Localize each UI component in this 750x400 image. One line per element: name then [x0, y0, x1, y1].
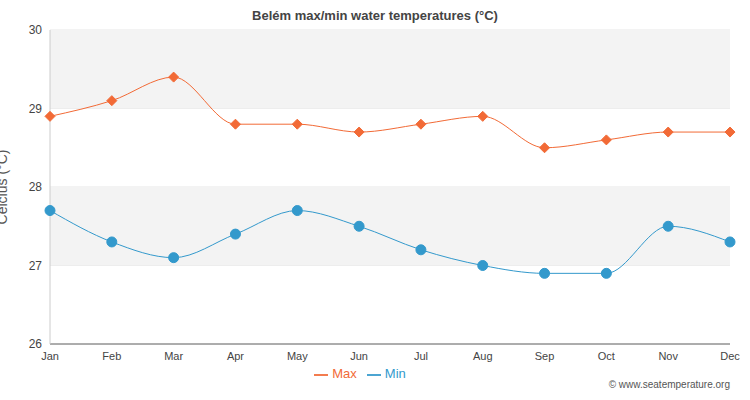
html-text:Belém max/min water temperatur: Belém max/min water temperatures (°C) — [252, 8, 498, 23]
svg-text:Jun: Jun — [350, 350, 368, 362]
svg-text:27: 27 — [29, 259, 43, 273]
html-text:Max: Max — [332, 366, 357, 381]
svg-text:Sep: Sep — [535, 350, 555, 362]
svg-text:Jul: Jul — [414, 350, 428, 362]
svg-text:Celcius (°C): Celcius (°C) — [8, 150, 10, 225]
svg-text:Dec: Dec — [720, 350, 740, 362]
svg-text:Feb: Feb — [102, 350, 121, 362]
html-text:Min: Min — [384, 366, 406, 381]
svg-text:Aug: Aug — [473, 350, 493, 362]
svg-text:Oct: Oct — [598, 350, 615, 362]
svg-text:May: May — [287, 350, 308, 362]
svg-text:26: 26 — [29, 337, 43, 351]
svg-text:29: 29 — [29, 102, 43, 116]
svg-text:Jan: Jan — [41, 350, 59, 362]
svg-text:Mar: Mar — [164, 350, 183, 362]
svg-text:30: 30 — [29, 23, 43, 37]
svg-text:Apr: Apr — [227, 350, 244, 362]
html-text:© www.seatemperature.org: © www.seatemperature.org — [608, 379, 730, 390]
svg-text:Nov: Nov — [658, 350, 678, 362]
svg-text:28: 28 — [29, 180, 43, 194]
